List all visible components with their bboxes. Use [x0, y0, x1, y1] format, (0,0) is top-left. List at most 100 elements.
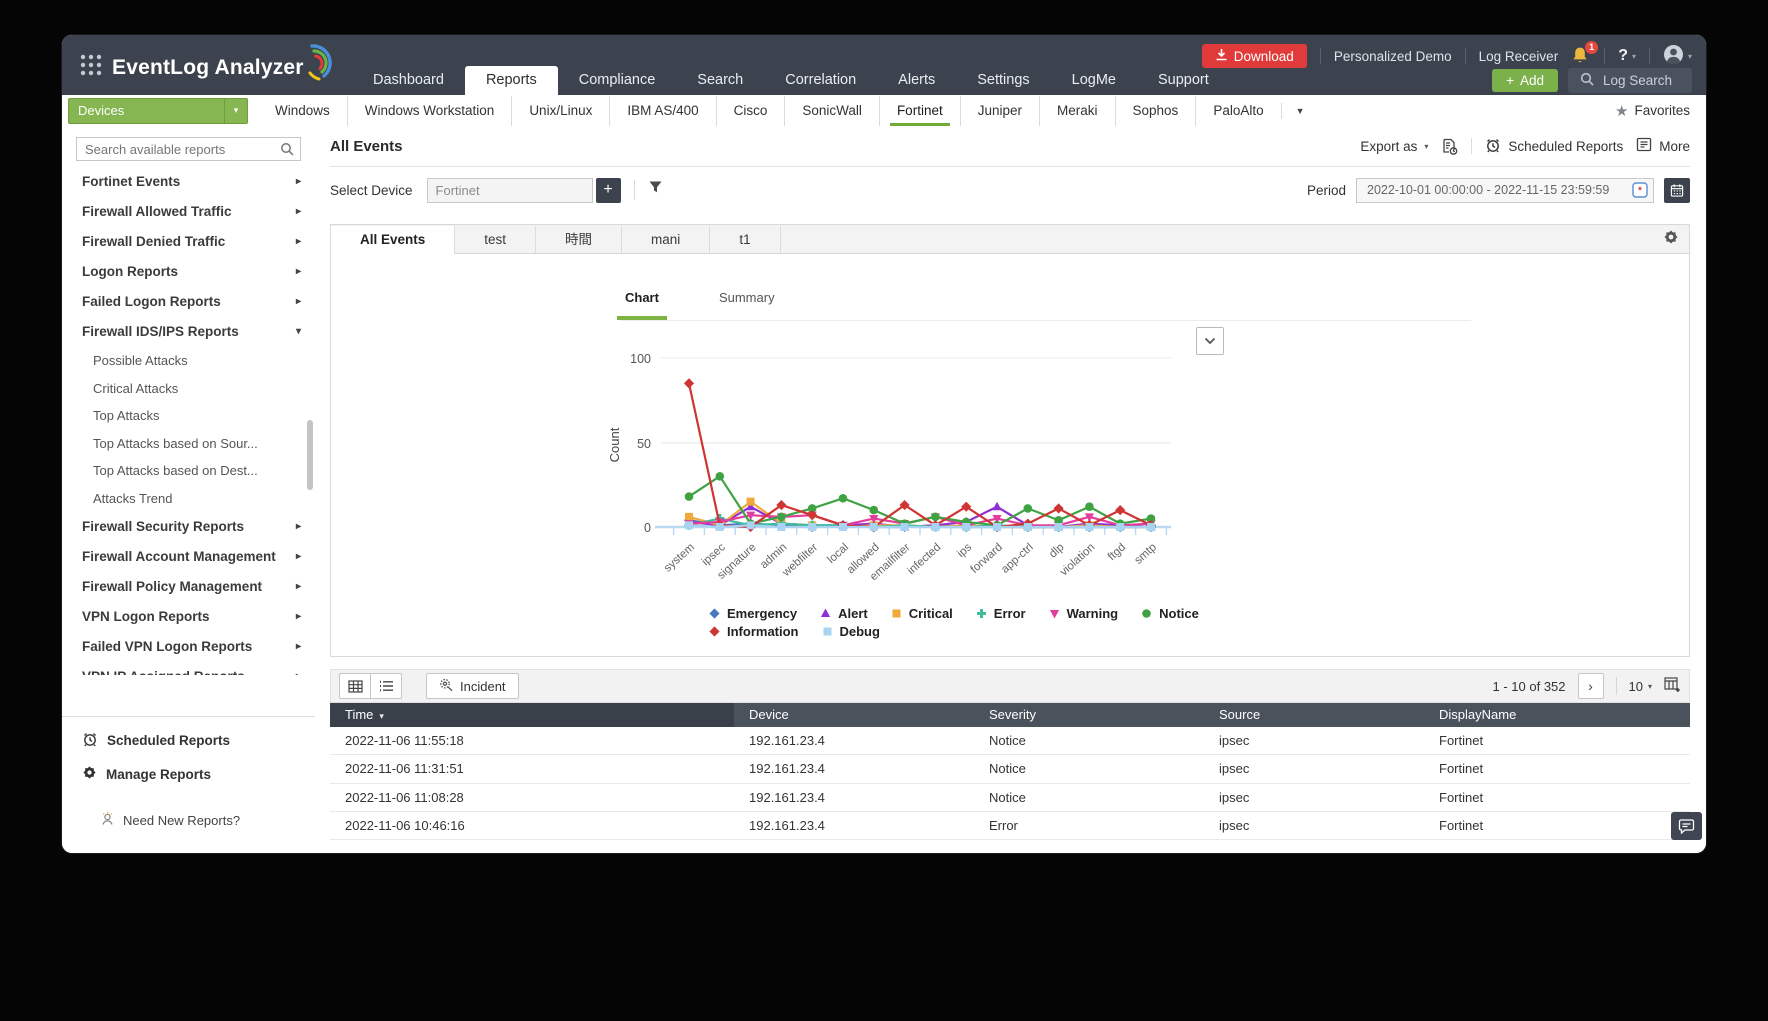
- device-tab-windows[interactable]: Windows: [275, 102, 330, 118]
- log-receiver-link[interactable]: Log Receiver: [1478, 48, 1559, 64]
- report-search-input[interactable]: [76, 137, 301, 161]
- sidebar-item-firewall-allowed-traffic[interactable]: Firewall Allowed Traffic ▸: [62, 197, 315, 227]
- help-menu[interactable]: ? ▾: [1618, 47, 1636, 65]
- legend-item-notice[interactable]: Notice: [1140, 606, 1199, 621]
- sidebar-item-fortinet-events[interactable]: Fortinet Events ▸: [62, 167, 315, 197]
- next-page-button[interactable]: ›: [1577, 673, 1604, 699]
- column-header-severity[interactable]: Severity: [989, 707, 1036, 722]
- sidebar-manage-reports[interactable]: Manage Reports: [82, 765, 211, 783]
- need-new-reports-link[interactable]: Need New Reports?: [100, 811, 240, 829]
- nav-tab-settings[interactable]: Settings: [977, 72, 1030, 88]
- device-tab-juniper[interactable]: Juniper: [959, 95, 1039, 126]
- sidebar-scrollbar[interactable]: [307, 420, 313, 490]
- sidebar-item-firewall-security-reports[interactable]: Firewall Security Reports ▸: [62, 512, 315, 542]
- table-row[interactable]: 2022-11-06 11:08:28 192.161.23.4 Notice ips…: [330, 783, 1690, 812]
- add-button[interactable]: + Add: [1492, 69, 1558, 92]
- filter-funnel-icon[interactable]: [648, 180, 663, 200]
- grid-view-button[interactable]: [340, 674, 370, 698]
- column-header-source[interactable]: Source: [1219, 707, 1261, 722]
- nav-tab-support[interactable]: Support: [1158, 72, 1209, 88]
- device-tab-ibm-as-400[interactable]: IBM AS/400: [609, 95, 715, 126]
- table-row[interactable]: 2022-11-06 10:46:16 192.161.23.4 Error ipse…: [330, 811, 1690, 841]
- nav-tab-reports[interactable]: Reports: [464, 66, 558, 95]
- report-tab-t1[interactable]: t1: [710, 226, 781, 253]
- sidebar-item-firewall-denied-traffic[interactable]: Firewall Denied Traffic ▸: [62, 227, 315, 257]
- table-row[interactable]: 2022-11-06 11:31:51 192.161.23.4 Notice ips…: [330, 755, 1690, 784]
- column-header-time[interactable]: Time ▾: [330, 703, 734, 727]
- calendar-button[interactable]: [1664, 177, 1690, 203]
- legend-item-debug[interactable]: Debug: [821, 624, 880, 639]
- report-tab-test[interactable]: test: [455, 226, 537, 253]
- legend-item-alert[interactable]: Alert: [819, 606, 868, 621]
- device-tab-paloalto[interactable]: PaloAlto: [1195, 95, 1280, 126]
- sidebar-item-top-attacks-based-on-dest[interactable]: Top Attacks based on Dest...: [93, 463, 258, 478]
- period-range-input[interactable]: [1356, 177, 1654, 203]
- list-view-button[interactable]: [370, 674, 401, 698]
- device-tab-unix-linux[interactable]: Unix/Linux: [511, 95, 609, 126]
- log-search-button[interactable]: Log Search: [1568, 68, 1692, 93]
- device-filter-input[interactable]: [426, 177, 593, 203]
- column-header-displayname[interactable]: DisplayName: [1439, 707, 1517, 722]
- nav-tab-alerts[interactable]: Alerts: [898, 72, 936, 88]
- report-tab-時間[interactable]: 時間: [536, 226, 623, 253]
- page-size-select[interactable]: 10 ▾: [1628, 678, 1652, 694]
- legend-item-critical[interactable]: Critical: [890, 606, 953, 621]
- sidebar-item-vpn-logon-reports[interactable]: VPN Logon Reports ▸: [62, 602, 315, 632]
- report-tab-mani[interactable]: mani: [622, 226, 711, 253]
- device-tab-sophos[interactable]: Sophos: [1114, 95, 1196, 126]
- legend-item-error[interactable]: Error: [975, 606, 1026, 621]
- tab-settings-gear-icon[interactable]: [1663, 229, 1679, 250]
- devices-select[interactable]: Devices ▾: [68, 97, 248, 124]
- nav-tab-dashboard[interactable]: Dashboard: [373, 72, 444, 88]
- column-settings-icon[interactable]: [1664, 676, 1681, 696]
- sidebar-item-possible-attacks[interactable]: Possible Attacks: [93, 353, 188, 368]
- sidebar-item-firewall-policy-management[interactable]: Firewall Policy Management ▸: [62, 572, 315, 602]
- incident-button[interactable]: Incident: [426, 673, 519, 699]
- sidebar-item-firewall-account-management[interactable]: Firewall Account Management ▸: [62, 542, 315, 572]
- view-tab-chart[interactable]: Chart: [617, 290, 667, 320]
- device-tab-fortinet[interactable]: Fortinet: [878, 95, 960, 126]
- chevron-right-icon: ▸: [295, 641, 301, 652]
- sidebar-item-top-attacks[interactable]: Top Attacks: [93, 408, 160, 423]
- nav-tab-compliance[interactable]: Compliance: [578, 72, 656, 88]
- add-device-button[interactable]: +: [595, 177, 621, 203]
- nav-tab-correlation[interactable]: Correlation: [785, 72, 857, 88]
- scheduled-reports-button[interactable]: Scheduled Reports: [1485, 137, 1623, 156]
- report-tab-all-events[interactable]: All Events: [331, 226, 456, 254]
- personalized-demo-link[interactable]: Personalized Demo: [1333, 48, 1452, 64]
- device-tab-sonicwall[interactable]: SonicWall: [784, 95, 879, 126]
- sidebar-item-attacks-trend[interactable]: Attacks Trend: [93, 490, 173, 506]
- chart-options-dropdown[interactable]: [1196, 327, 1224, 355]
- column-header-device[interactable]: Device: [749, 707, 789, 722]
- sidebar-item-failed-vpn-logon-reports[interactable]: Failed VPN Logon Reports ▸: [62, 632, 315, 662]
- app-launcher-icon[interactable]: [80, 54, 102, 81]
- chat-bubble-button[interactable]: [1671, 812, 1702, 840]
- sidebar-item-logon-reports[interactable]: Logon Reports ▸: [62, 257, 315, 287]
- device-tab-meraki[interactable]: Meraki: [1039, 95, 1115, 126]
- sidebar-item-vpn-ip-assigned-reports[interactable]: VPN IP Assigned Reports▸: [62, 662, 315, 675]
- sidebar-scheduled-reports[interactable]: Scheduled Reports: [82, 731, 230, 750]
- nav-tab-logme[interactable]: LogMe: [1071, 72, 1116, 88]
- export-as-menu[interactable]: Export as ▾: [1360, 138, 1429, 154]
- device-tab-windows-workstation[interactable]: Windows Workstation: [346, 95, 512, 126]
- sidebar-item-critical-attacks[interactable]: Critical Attacks: [93, 380, 179, 396]
- device-tab-cisco[interactable]: Cisco: [715, 95, 785, 126]
- nav-tab-search[interactable]: Search: [697, 72, 744, 88]
- download-button[interactable]: Download: [1201, 44, 1307, 68]
- user-account-menu[interactable]: ▾: [1663, 44, 1692, 68]
- favorites-button[interactable]: ★ Favorites: [1615, 102, 1690, 120]
- more-menu[interactable]: More: [1636, 137, 1690, 155]
- export-schedule-icon[interactable]: [1441, 138, 1458, 155]
- table-row[interactable]: 2022-11-06 11:55:18 192.161.23.4 Notice ips…: [330, 727, 1690, 756]
- legend-label: Critical: [908, 606, 953, 621]
- export-excel-icon[interactable]: *: [1632, 181, 1648, 203]
- sidebar-item-firewall-ids-ips-reports[interactable]: Firewall IDS/IPS Reports ▾: [62, 317, 315, 347]
- sidebar-item-failed-logon-reports[interactable]: Failed Logon Reports ▸: [62, 287, 315, 317]
- sidebar-item-top-attacks-based-on-sour[interactable]: Top Attacks based on Sour...: [93, 435, 258, 451]
- notifications-bell-icon[interactable]: 1: [1571, 41, 1599, 66]
- legend-item-information[interactable]: Information: [708, 624, 799, 639]
- view-tab-summary[interactable]: Summary: [718, 290, 775, 305]
- legend-item-warning[interactable]: Warning: [1048, 606, 1118, 621]
- legend-item-emergency[interactable]: Emergency: [708, 606, 797, 621]
- more-devices-icon[interactable]: ▼: [1280, 102, 1319, 119]
